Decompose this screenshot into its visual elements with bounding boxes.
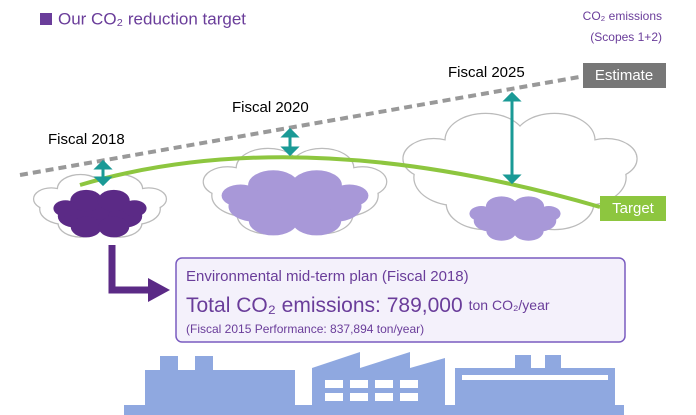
milestone-label: Fiscal 2020 [232,99,309,116]
plan-note: (Fiscal 2015 Performance: 837,894 ton/ye… [186,322,424,336]
plan-arrow-head [148,278,170,302]
emission-cloud [53,189,147,238]
bullet [40,13,52,25]
emission-cloud [469,196,561,241]
estimate-line [19,74,586,177]
plan-total: Total CO₂ emissions: 789,000 ton CO₂/year [186,294,550,317]
milestone-label: Fiscal 2018 [48,131,125,148]
plan-arrow [108,245,150,294]
legend-line: (Scopes 1+2) [590,30,662,44]
plan-heading: Environmental mid-term plan (Fiscal 2018… [186,268,469,285]
target-label: Target [612,200,655,217]
plan-box [175,257,626,343]
milestone-label: Fiscal 2025 [448,64,525,81]
emission-cloud [221,170,369,236]
target-line [79,155,601,209]
target-box [600,196,666,221]
factories [124,352,624,415]
plan-unit: ton CO₂/year [469,297,550,313]
estimate-box [583,63,666,88]
factory-windows [325,375,608,401]
legend-line: CO₂ emissions [583,9,662,23]
estimate-label: Estimate [595,67,653,84]
plan-total-value: Total CO₂ emissions: 789,000 [186,294,463,317]
title: Our CO₂ reduction target [58,9,246,28]
gap-arrows [93,91,522,187]
